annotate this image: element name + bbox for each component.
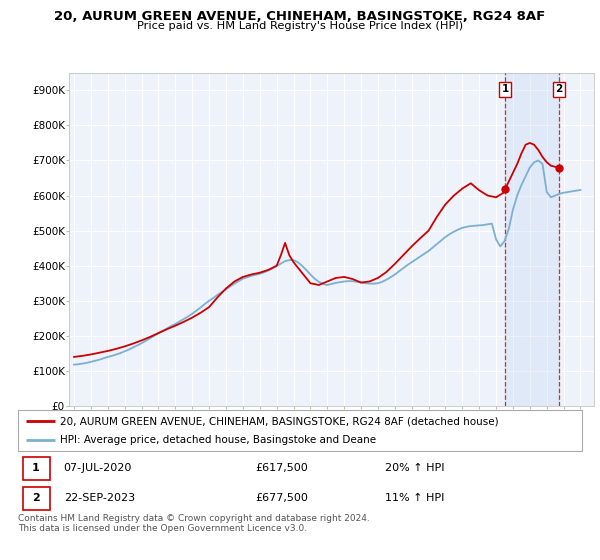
Bar	[505, 73, 559, 406]
Text: £677,500: £677,500	[255, 493, 308, 503]
Text: 20, AURUM GREEN AVENUE, CHINEHAM, BASINGSTOKE, RG24 8AF (detached house): 20, AURUM GREEN AVENUE, CHINEHAM, BASING…	[60, 417, 499, 426]
Text: 1: 1	[32, 464, 40, 473]
Text: Contains HM Land Registry data © Crown copyright and database right 2024.
This d: Contains HM Land Registry data © Crown c…	[18, 514, 370, 534]
Text: HPI: Average price, detached house, Basingstoke and Deane: HPI: Average price, detached house, Basi…	[60, 435, 376, 445]
Text: 22-SEP-2023: 22-SEP-2023	[64, 493, 135, 503]
Bar	[23, 487, 50, 510]
Text: £617,500: £617,500	[255, 464, 308, 473]
Text: Price paid vs. HM Land Registry's House Price Index (HPI): Price paid vs. HM Land Registry's House …	[137, 21, 463, 31]
Text: 2: 2	[556, 85, 563, 95]
Text: 20, AURUM GREEN AVENUE, CHINEHAM, BASINGSTOKE, RG24 8AF: 20, AURUM GREEN AVENUE, CHINEHAM, BASING…	[55, 10, 545, 23]
Text: 1: 1	[502, 85, 509, 95]
Text: 11% ↑ HPI: 11% ↑ HPI	[385, 493, 444, 503]
Bar	[23, 457, 50, 480]
Text: 20% ↑ HPI: 20% ↑ HPI	[385, 464, 444, 473]
Text: 2: 2	[32, 493, 40, 503]
Text: 07-JUL-2020: 07-JUL-2020	[64, 464, 132, 473]
